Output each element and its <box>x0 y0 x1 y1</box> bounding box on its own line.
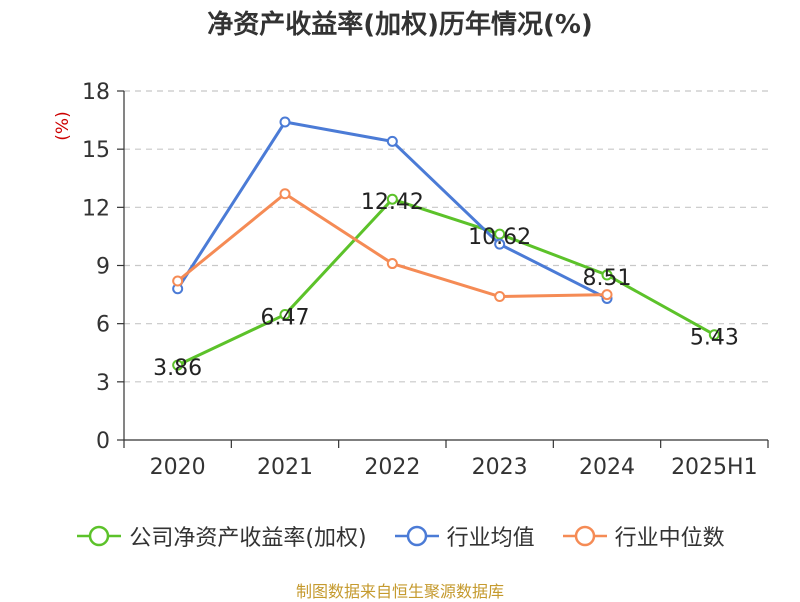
series-line <box>177 197 716 367</box>
data-label: 12.42 <box>361 190 424 215</box>
y-tick-label: 0 <box>96 429 110 454</box>
x-tick-label: 2024 <box>579 455 635 480</box>
x-tick-label: 2023 <box>472 455 528 480</box>
data-point <box>708 329 720 341</box>
data-label: 5.43 <box>690 326 739 351</box>
data-label: 6.47 <box>261 306 310 331</box>
data-point <box>386 258 398 270</box>
y-tick-label: 6 <box>96 313 110 338</box>
grid-lines <box>124 90 768 383</box>
legend-item[interactable]: 公司净资产收益率(加权) <box>75 520 367 552</box>
data-point <box>494 238 506 250</box>
y-tick-label: 15 <box>82 138 110 163</box>
legend-item[interactable]: 行业均值 <box>393 520 535 552</box>
data-point <box>494 291 506 303</box>
data-label: 10.62 <box>468 225 531 250</box>
legend-swatch-icon <box>562 525 607 547</box>
legend-label: 行业均值 <box>446 526 535 551</box>
data-label: 8.51 <box>583 266 632 291</box>
legend-label: 行业中位数 <box>614 526 725 551</box>
x-tick-label: 2022 <box>364 455 420 480</box>
legend-marker <box>406 525 427 547</box>
data-labels: 3.86 6.47 12.42 10.62 8.51 5.43 <box>153 190 739 381</box>
data-point <box>172 275 184 287</box>
y-tick-label: 18 <box>82 80 110 105</box>
x-tick-label: 2025H1 <box>671 455 758 480</box>
chart-title: 净资产收益率(加权)历年情况(%) <box>207 10 593 40</box>
data-point <box>601 269 613 281</box>
y-tick-label: 3 <box>96 371 110 396</box>
x-tick-label: 2020 <box>150 455 206 480</box>
data-point <box>386 135 398 147</box>
data-point <box>601 289 613 301</box>
data-point <box>172 359 184 371</box>
data-point <box>279 116 291 128</box>
data-label: 3.86 <box>153 356 202 381</box>
legend-item[interactable]: 行业中位数 <box>561 520 725 552</box>
y-axis-label: (%) <box>53 111 73 140</box>
data-point <box>279 309 291 321</box>
legend-label: 公司净资产收益率(加权) <box>129 526 367 551</box>
legend: 公司净资产收益率(加权) 行业均值 行业中位数 <box>0 516 800 556</box>
data-point <box>494 228 506 240</box>
legend-swatch-icon <box>77 525 122 547</box>
y-tick-label: 12 <box>82 196 110 221</box>
axes: 0 3 6 9 12 15 18 (%) 2020 2021 2022 2023 2024 2025H1 <box>53 80 769 480</box>
series-lines <box>172 116 720 371</box>
source-note: 制图数据来自恒生聚源数据库 <box>295 582 504 601</box>
x-tick-label: 2021 <box>257 455 313 480</box>
y-tick-label: 9 <box>96 255 110 280</box>
data-point <box>386 193 398 205</box>
legend-marker <box>574 525 595 547</box>
legend-marker <box>89 525 110 547</box>
legend-swatch-icon <box>394 525 439 547</box>
data-point <box>279 188 291 200</box>
